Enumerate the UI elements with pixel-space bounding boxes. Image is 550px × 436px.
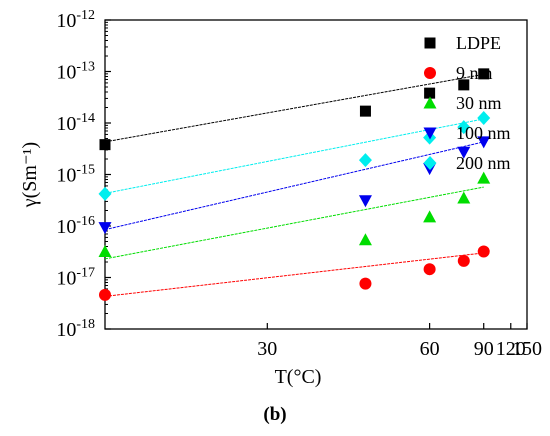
data-point-30-nm xyxy=(98,244,112,257)
legend-marker-100-nm xyxy=(423,127,437,140)
y-tick-label: 10-15 xyxy=(56,163,95,187)
x-tick-label: 90 xyxy=(474,338,494,360)
data-point-200-nm xyxy=(98,186,112,201)
fit-line-100-nm xyxy=(104,141,484,231)
data-point-9-nm xyxy=(423,263,436,276)
data-point-9-nm xyxy=(99,288,111,301)
y-tick-label: 10-18 xyxy=(56,317,95,341)
x-axis-label: T(°C) xyxy=(275,366,322,388)
legend-marker-ldpe xyxy=(424,37,436,49)
legend-label-30-nm: 30 nm xyxy=(456,93,502,113)
data-point-9-nm xyxy=(457,254,470,267)
data-point-ldpe xyxy=(478,68,490,80)
legend-label-100-nm: 100 nm xyxy=(456,123,511,143)
data-point-100-nm xyxy=(358,195,372,208)
data-point-30-nm xyxy=(358,233,372,246)
fit-line-9-nm xyxy=(104,252,484,297)
fit-line-200-nm xyxy=(104,118,484,194)
y-tick-label: 10-12 xyxy=(56,8,95,32)
data-point-30-nm xyxy=(457,191,471,204)
y-tick-label: 10-17 xyxy=(56,266,95,290)
data-point-9-nm xyxy=(359,277,372,290)
legend-label-ldpe: LDPE xyxy=(456,33,501,53)
data-point-30-nm xyxy=(423,210,437,223)
data-point-200-nm xyxy=(457,120,471,135)
legend-marker-9-nm xyxy=(424,67,436,79)
figure-caption: (b) xyxy=(263,404,286,425)
x-tick-label: 30 xyxy=(257,338,277,360)
legend-marker-200-nm xyxy=(423,156,437,170)
data-point-ldpe xyxy=(458,79,470,91)
legend-label-200-nm: 200 nm xyxy=(456,153,511,173)
data-point-30-nm xyxy=(477,171,491,184)
legend: LDPE 9 nm 30 nm 100 nm 200 nm xyxy=(423,33,511,173)
data-point-9-nm xyxy=(477,245,490,258)
data-point-100-nm xyxy=(457,146,471,159)
legend-label-9-nm: 9 nm xyxy=(456,63,493,83)
data-point-ldpe xyxy=(99,139,111,151)
y-tick-label: 10-16 xyxy=(56,214,95,238)
x-tick-label: 60 xyxy=(420,338,440,360)
fit-line-30-nm xyxy=(104,186,484,260)
y-axis-label: γ(Sm⁻¹) xyxy=(19,142,41,208)
data-point-200-nm xyxy=(477,111,491,126)
data-point-100-nm xyxy=(477,136,491,149)
x-tick-label: 150 xyxy=(512,338,542,360)
data-point-200-nm xyxy=(358,153,372,168)
legend-marker-30-nm xyxy=(423,96,437,109)
y-tick-label: 10-13 xyxy=(56,60,95,84)
data-point-ldpe xyxy=(424,87,436,99)
x-tick-label: 120 xyxy=(496,338,526,360)
y-tick-label: 10-14 xyxy=(56,111,95,135)
data-point-ldpe xyxy=(359,105,371,117)
fit-line-ldpe xyxy=(104,73,484,143)
data-point-100-nm xyxy=(98,222,112,235)
